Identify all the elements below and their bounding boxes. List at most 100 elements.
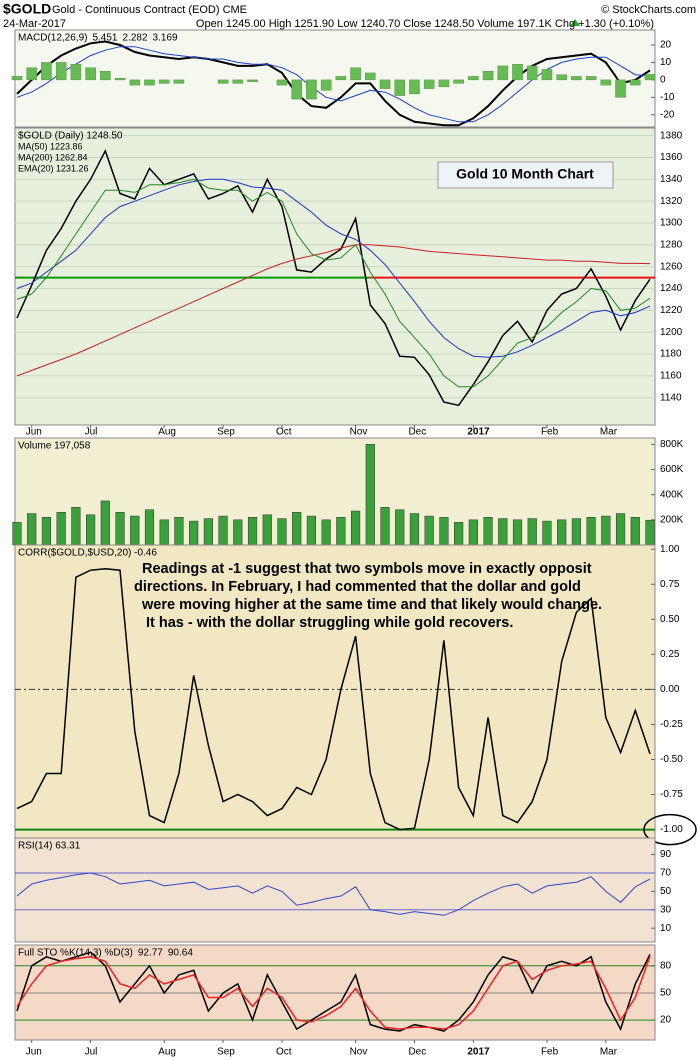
histogram-bar (394, 79, 406, 96)
annotation: It has - with the dollar struggling whil… (146, 615, 513, 631)
y-tick-label: 0.50 (660, 614, 680, 625)
y-tick-label: 1180 (660, 349, 682, 360)
x-tick-label: Mar (600, 427, 618, 438)
panel-title: MACD(12,26,9) (18, 33, 87, 44)
volume-bar (203, 518, 213, 546)
volume-bar (468, 519, 478, 546)
histogram-bar (70, 63, 82, 81)
volume-bar (306, 515, 317, 546)
volume-bar (454, 522, 464, 546)
y-tick-label: 10 (660, 57, 672, 68)
y-tick-label: 1140 (660, 392, 682, 403)
volume-bar (174, 517, 184, 546)
y-tick-label: 1340 (660, 174, 683, 185)
x-tick-label: Sep (217, 427, 235, 438)
volume-bar (144, 509, 155, 546)
x-tick-label: Jul (85, 1047, 98, 1058)
volume-bar (630, 517, 640, 546)
volume-bar (380, 506, 390, 546)
histogram-bar (291, 79, 302, 100)
annotation: directions. In February, I had commented… (134, 579, 581, 595)
volume-bar (615, 513, 626, 546)
symbol: $GOLD (3, 1, 51, 17)
quote: Open 1245.00 High 1251.90 Low 1240.70 Cl… (196, 18, 654, 30)
panel-title: Volume 197,058 (18, 441, 91, 452)
series-line (16, 872, 651, 916)
histogram-bar (276, 79, 288, 86)
volume-bar (542, 520, 552, 546)
legend-entry: MA(50) 1223.86 (18, 141, 83, 151)
copyright: © StockCharts.com (601, 4, 696, 16)
histogram-bar (526, 65, 538, 81)
y-tick-label: -0.25 (660, 719, 683, 730)
histogram-bar (630, 79, 641, 86)
y-tick-label: 20 (660, 1015, 672, 1026)
x-tick-label: Aug (158, 427, 176, 438)
y-tick-label: -0.75 (660, 789, 683, 800)
y-tick-label: 200K (660, 514, 684, 525)
date: 24-Mar-2017 (3, 18, 66, 30)
y-tick-label: -1.00 (660, 824, 683, 835)
y-tick-label: 600K (660, 464, 684, 475)
panel-title: RSI(14) 63.31 (18, 841, 81, 852)
volume-bar (71, 506, 81, 546)
title-box (437, 161, 614, 189)
annotation: were moving higher at the same time and … (141, 597, 602, 613)
y-tick-label: 0 (660, 75, 666, 86)
x-tick-label: Dec (408, 427, 426, 438)
series-line (16, 178, 651, 358)
volume-bar (557, 519, 567, 546)
legend-entry: MA(200) 1262.84 (18, 152, 88, 162)
volume-bar (365, 444, 375, 546)
x-tick-label: Nov (350, 427, 368, 438)
volume-bar (27, 513, 37, 546)
histogram-bar (85, 67, 96, 81)
volume-bar (350, 510, 361, 546)
volume-bar (56, 512, 66, 546)
y-tick-label: 50 (660, 886, 672, 897)
volume-bar (159, 519, 169, 546)
histogram-bar (55, 62, 67, 81)
volume-bar (424, 515, 434, 546)
volume-bar (601, 515, 611, 546)
volume-bar (527, 518, 537, 546)
histogram-bar (100, 70, 111, 81)
y-tick-label: 1.00 (660, 544, 680, 555)
y-tick-label: 30 (660, 904, 672, 915)
y-tick-label: 0.75 (660, 579, 680, 590)
volume-bar (277, 518, 287, 546)
histogram-bar (585, 76, 597, 81)
x-tick-label: 2017 (467, 1047, 490, 1058)
volume-bar (512, 519, 523, 546)
histogram-bar (26, 67, 37, 81)
y-tick-label: 20 (660, 40, 672, 51)
y-tick-label: 0.25 (660, 649, 680, 660)
histogram-bar (482, 70, 494, 81)
series-line (16, 951, 651, 1032)
histogram-bar (468, 76, 479, 81)
y-tick-label: 800K (660, 439, 684, 450)
y-tick-label: 90 (660, 849, 672, 860)
y-tick-label: 1160 (660, 371, 682, 382)
y-tick-label: -10 (660, 92, 675, 103)
volume-bar (218, 515, 228, 546)
volume-bar (645, 519, 655, 546)
y-tick-label: 1320 (660, 196, 683, 207)
volume-bar (498, 518, 508, 546)
x-tick-label: Sep (217, 1047, 235, 1058)
x-tick-label: Oct (276, 1047, 292, 1058)
y-tick-label: 1360 (660, 152, 683, 163)
histogram-bar (365, 72, 376, 81)
series-line (16, 244, 651, 377)
legend-entry: EMA(20) 1231.26 (18, 163, 89, 173)
histogram-bar (247, 79, 258, 82)
volume-bar (233, 519, 243, 546)
histogram-bar (556, 74, 567, 81)
histogram-bar (571, 76, 582, 81)
x-tick-label: Jun (26, 1047, 42, 1058)
x-tick-label: Aug (158, 1047, 176, 1058)
y-tick-label: 0.00 (660, 684, 680, 695)
series-line (16, 178, 651, 388)
histogram-bar (600, 79, 612, 86)
up-arrow (570, 19, 580, 26)
